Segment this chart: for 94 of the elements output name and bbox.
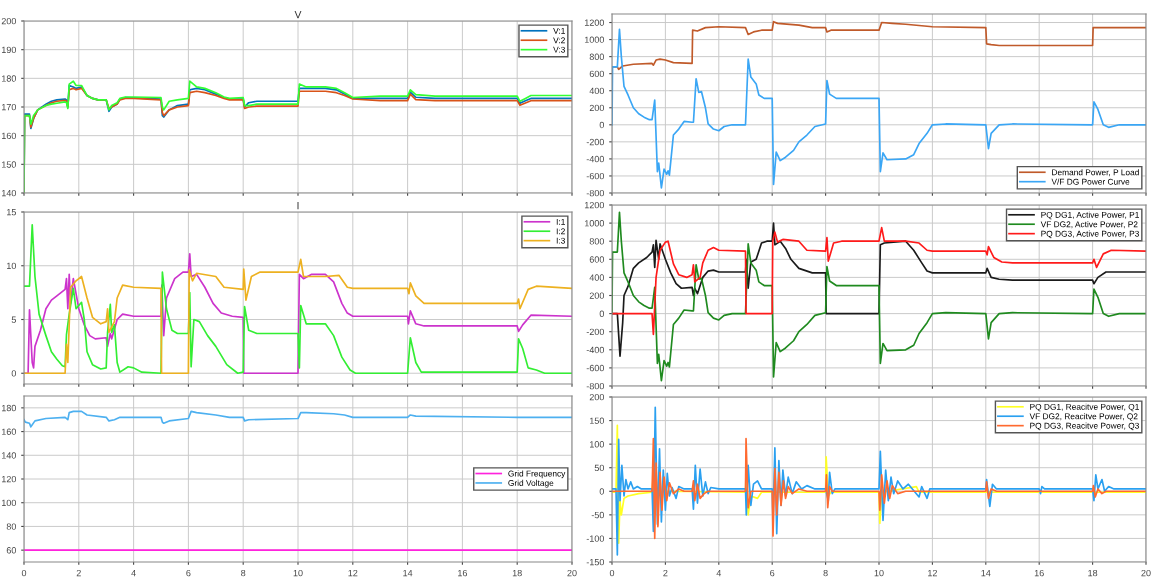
line-series (612, 406, 1146, 556)
y-tick-label: -50 (591, 511, 605, 519)
y-tick-label: 1200 (584, 19, 605, 26)
y-tick-label: 120 (1, 475, 17, 483)
y-tick-label: 400 (589, 87, 605, 95)
legend-label: I:3 (556, 237, 565, 244)
line-series (24, 224, 572, 375)
y-tick-label: -100 (586, 535, 605, 542)
x-tick-label: 20 (1141, 569, 1151, 577)
legend-label: PQ DG1, Active Power, P1 (1041, 211, 1139, 220)
x-tick-label: 6 (186, 569, 191, 577)
y-tick-label: -200 (586, 328, 605, 336)
y-tick-label: 170 (1, 103, 17, 111)
x-tick-label: 10 (874, 569, 884, 577)
y-tick-label: 1200 (584, 201, 605, 209)
y-tick-label: 1000 (584, 220, 605, 227)
legend-label: PQ DG1, Reacitve Power, Q1 (1030, 403, 1139, 412)
x-tick-label: 8 (241, 569, 246, 577)
y-tick-label: 0 (11, 370, 17, 377)
y-tick-label: 150 (589, 417, 605, 424)
y-tick-label: 100 (1, 499, 17, 507)
x-tick-label: 0 (609, 569, 615, 577)
y-tick-label: 190 (1, 46, 17, 54)
y-tick-label: 0 (599, 488, 605, 495)
y-tick-label: 200 (589, 393, 605, 401)
y-tick-label: 140 (1, 189, 17, 197)
y-tick-label: -150 (586, 558, 605, 566)
y-tick-label: 600 (589, 256, 605, 263)
y-tick-label: 200 (1, 17, 17, 25)
x-tick-label: 16 (1034, 569, 1044, 577)
x-tick-label: 8 (823, 569, 828, 577)
legend-label: V:3 (553, 46, 565, 53)
legend-label: Demand Power, P Load (1052, 169, 1139, 177)
y-tick-label: 180 (1, 75, 17, 82)
chart-title: I (297, 202, 299, 210)
line-series (612, 28, 1146, 189)
legend-label: Grid Frequency (508, 470, 566, 479)
line-series (612, 211, 1146, 382)
y-tick-label: -600 (586, 364, 605, 372)
y-tick-label: 15 (7, 209, 16, 216)
legend-label: V:1 (553, 27, 565, 34)
chart-title: V (294, 11, 302, 19)
legend-label: I:1 (556, 218, 565, 225)
y-tick-label: 800 (589, 53, 605, 60)
y-tick-label: 140 (1, 452, 17, 459)
legend-label: VF DG2, Reacitve Power, Q2 (1029, 413, 1138, 421)
x-tick-label: 12 (348, 569, 358, 577)
x-tick-label: 2 (663, 569, 668, 577)
x-tick-label: 4 (716, 569, 722, 577)
y-tick-label: 0 (599, 310, 605, 317)
y-tick-label: -800 (586, 382, 605, 390)
y-tick-label: 10 (7, 262, 17, 270)
legend-label: PQ DG3, Reacitve Power, Q3 (1030, 422, 1139, 431)
x-tick-label: 0 (21, 569, 27, 577)
y-tick-label: -200 (586, 138, 605, 146)
y-tick-label: 100 (589, 441, 605, 448)
legend-label: V/F DG Power Curve (1051, 178, 1130, 185)
legend-label: I:2 (556, 228, 565, 235)
x-tick-label: 2 (76, 569, 81, 577)
y-tick-label: -600 (586, 172, 605, 180)
x-tick-label: 6 (770, 569, 775, 577)
x-tick-label: 20 (567, 569, 577, 577)
line-series (612, 226, 1146, 336)
y-tick-label: 1000 (584, 36, 605, 43)
legend-label: PQ DG3, Active Power, P3 (1041, 230, 1139, 239)
legend-label: VF DG2, Active Power, P2 (1040, 221, 1138, 229)
y-tick-label: 180 (1, 404, 17, 412)
y-tick-label: 800 (589, 238, 605, 245)
y-tick-label: 200 (589, 292, 605, 299)
y-tick-label: 160 (1, 132, 17, 140)
y-tick-label: 0 (599, 121, 605, 129)
y-tick-label: 600 (589, 70, 605, 78)
y-tick-label: 5 (11, 316, 16, 323)
y-tick-label: -400 (586, 155, 605, 163)
x-tick-label: 12 (928, 569, 937, 577)
y-tick-label: -800 (586, 189, 605, 197)
x-tick-label: 18 (512, 569, 522, 577)
y-tick-label: 400 (589, 274, 605, 281)
y-tick-label: 60 (6, 547, 17, 554)
x-tick-label: 18 (1088, 569, 1098, 577)
x-tick-label: 14 (403, 569, 413, 577)
y-tick-label: 150 (1, 161, 17, 168)
x-tick-label: 16 (458, 569, 468, 577)
y-tick-label: 80 (6, 523, 17, 530)
x-tick-label: 10 (293, 569, 303, 577)
y-tick-label: 200 (589, 104, 605, 112)
line-series (24, 410, 572, 428)
legend-label: Grid Voltage (508, 479, 554, 488)
y-tick-label: 50 (594, 464, 605, 472)
legend-label: V:2 (553, 37, 565, 44)
x-tick-label: 14 (981, 569, 991, 577)
y-tick-label: -400 (586, 346, 605, 354)
y-tick-label: 160 (1, 428, 17, 435)
x-tick-label: 4 (131, 569, 136, 577)
